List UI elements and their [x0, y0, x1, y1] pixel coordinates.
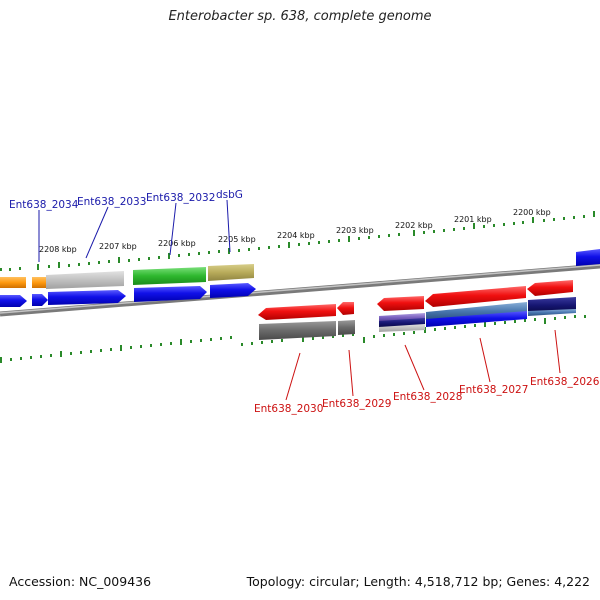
gene-blue-2032-inner[interactable] — [134, 286, 207, 302]
genome-backbone-highlight — [0, 264, 600, 314]
gene-grey-2028-outer[interactable] — [379, 324, 425, 332]
gene-grey-2030-outer[interactable] — [259, 321, 336, 340]
scale-label-2205: 2205 kbp — [218, 235, 256, 244]
gene-grey-2029-outer[interactable] — [338, 320, 355, 335]
lower-scale-ticks — [0, 315, 586, 363]
reverse-strand-outer-genes — [259, 297, 576, 340]
gene-blue-dsbg-inner[interactable] — [210, 283, 256, 298]
scale-label-2203: 2203 kbp — [336, 226, 374, 235]
gene-labels-bottom: Ent638_2030 Ent638_2029 Ent638_2028 Ent6… — [254, 376, 600, 415]
gene-label-dsbg[interactable]: dsbG — [216, 189, 243, 201]
scale-label-2207: 2207 kbp — [99, 242, 137, 251]
topology-text: Topology: circular; Length: 4,518,712 bp… — [246, 574, 590, 589]
scale-label-2201: 2201 kbp — [454, 215, 492, 224]
gene-ent638-2028[interactable] — [377, 296, 424, 311]
gene-label-ent638-2034[interactable]: Ent638_2034 — [9, 199, 79, 211]
gene-blue-left-edge[interactable] — [0, 295, 27, 307]
gene-blue-2033-inner[interactable] — [48, 290, 126, 305]
reverse-strand-inner-genes — [258, 280, 573, 320]
scale-labels: 2208 kbp 2207 kbp 2206 kbp 2205 kbp 2204… — [39, 208, 551, 254]
gene-blue-2027-outer[interactable] — [426, 311, 527, 327]
gene-labels-top: Ent638_2034 Ent638_2033 Ent638_2032 dsbG — [9, 189, 243, 211]
gene-label-ent638-2027[interactable]: Ent638_2027 — [459, 384, 528, 396]
accession-text: Accession: NC_009436 — [9, 574, 152, 589]
gene-forward-right-edge[interactable] — [576, 249, 600, 266]
gene-steel-2026-outer[interactable] — [528, 309, 576, 316]
upper-scale-ticks — [0, 211, 595, 271]
gene-ent638-2034[interactable] — [32, 294, 48, 306]
gene-ent638-2026[interactable] — [527, 280, 573, 296]
gene-orange-small[interactable] — [32, 277, 46, 288]
gene-ent638-2029[interactable] — [337, 302, 354, 315]
gene-dsbg[interactable] — [208, 264, 254, 281]
gene-label-ent638-2026[interactable]: Ent638_2026 — [530, 376, 600, 388]
scale-label-2200: 2200 kbp — [513, 208, 551, 217]
scale-label-2202: 2202 kbp — [395, 221, 433, 230]
gene-ent638-2033[interactable] — [46, 271, 124, 289]
gene-ent638-2030[interactable] — [258, 304, 336, 320]
scale-label-2204: 2204 kbp — [277, 231, 315, 240]
forward-strand-inner-genes — [0, 283, 256, 307]
gene-label-ent638-2029[interactable]: Ent638_2029 — [322, 398, 391, 410]
gene-label-ent638-2032[interactable]: Ent638_2032 — [146, 192, 215, 204]
gene-label-ent638-2033[interactable]: Ent638_2033 — [77, 196, 146, 208]
gene-ent638-2027[interactable] — [425, 286, 526, 307]
genome-title: Enterobacter sp. 638, complete genome — [168, 9, 432, 24]
forward-strand-outer-genes — [0, 249, 600, 289]
scale-label-2206: 2206 kbp — [158, 239, 196, 248]
gene-steel-2027-outer[interactable] — [426, 302, 527, 320]
gene-orange-outer[interactable] — [0, 277, 26, 288]
genome-backbone — [0, 263, 600, 317]
gene-label-ent638-2030[interactable]: Ent638_2030 — [254, 403, 323, 415]
leader-lines-top — [38, 199, 231, 262]
gene-ent638-2032[interactable] — [133, 267, 206, 285]
leader-lines-bottom — [285, 329, 561, 401]
scale-label-2208: 2208 kbp — [39, 245, 77, 254]
gene-label-ent638-2028[interactable]: Ent638_2028 — [393, 391, 462, 403]
